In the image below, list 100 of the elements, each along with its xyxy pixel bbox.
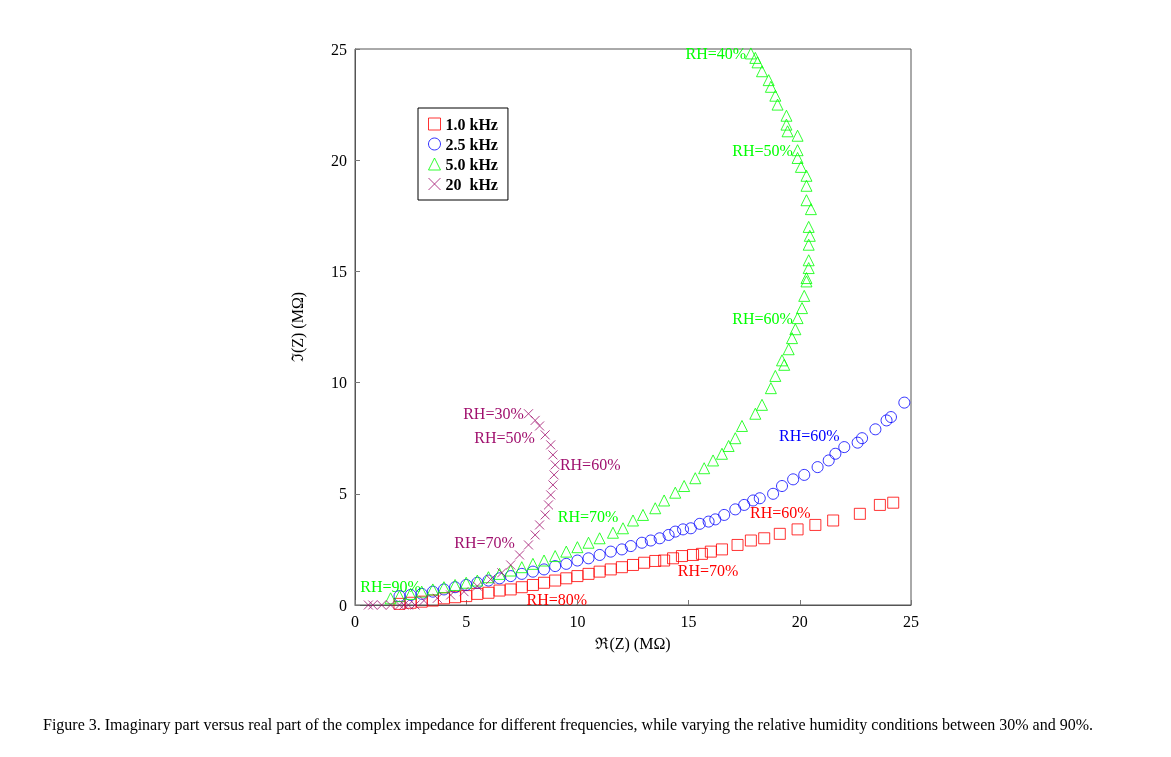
point [662,528,675,541]
point [534,420,545,431]
annotation: RH=60% [750,504,811,522]
x-tick-label: 0 [351,612,359,630]
annotation: RH=60% [732,309,793,327]
x-tick-label: 25 [903,612,919,630]
point [738,498,751,511]
point [787,473,800,486]
y-tick-label: 25 [331,40,347,58]
y-tick-label: 5 [339,485,347,503]
y-tick-label: 15 [331,262,347,280]
point [653,532,666,545]
point [432,593,443,604]
point [667,552,680,565]
legend-label: 1.0 kHz [445,115,498,133]
point [515,581,528,594]
point [684,522,697,535]
point [776,480,789,493]
point [658,554,671,567]
point [398,600,409,610]
point [753,492,766,505]
point [472,581,483,592]
point [856,432,869,445]
point [530,529,541,540]
point [530,415,541,426]
point [560,557,573,570]
point [540,509,551,520]
x-tick-label: 15 [680,612,697,630]
point [624,540,637,553]
point [549,560,562,573]
point [458,586,469,597]
point [829,447,842,460]
point [593,548,606,561]
y-tick-label: 20 [331,151,347,169]
point [460,590,473,603]
x-axis-title: ℜ(Z) (MΩ) [595,634,671,653]
point [677,523,690,536]
point [822,454,835,467]
caption: Figure 3. Imaginary part versus real part of the complex impedance for different frequencies, while varying the relative humidity conditions between 30% and 90%. [43,715,1094,734]
point [827,514,840,527]
point [638,556,651,569]
point [635,536,648,549]
point [538,576,551,589]
y-axis-title: ℑ(Z) (MΩ) [288,291,307,363]
annotation: RH=50% [474,429,535,447]
point [853,507,866,520]
point [729,503,742,516]
point [514,549,525,560]
annotation: RH=70% [454,534,515,552]
point [615,561,628,574]
point [571,570,584,583]
point [880,414,893,427]
point [702,515,715,528]
legend-label: 2.5 kHz [445,135,498,153]
point [540,429,551,440]
point [604,563,617,576]
annotation: RH=30% [463,405,524,423]
point [767,487,780,500]
point [560,572,573,585]
point [887,496,900,509]
point [404,596,417,609]
point [715,543,728,556]
point [571,554,584,567]
point [704,545,717,558]
point [758,532,771,545]
legend-label: 20 kHz [445,175,498,193]
annotation: RH=70% [677,561,739,579]
legend-label: 5.0 kHz [445,155,498,173]
annotation: RH=80% [526,590,588,608]
point [504,583,517,596]
x-tick-label: 10 [569,612,586,630]
point [615,543,628,556]
point [693,517,706,530]
point [669,525,682,538]
y-tick-label: 10 [331,374,347,392]
point [809,518,822,531]
point [687,548,700,561]
point [582,567,595,580]
point [869,423,882,436]
point [644,534,657,547]
point [744,534,757,547]
annotation: RH=60% [778,426,840,444]
point [604,545,617,558]
point [367,600,378,610]
point [376,600,387,610]
point [649,554,662,567]
point [747,494,760,507]
x-tick-label: 5 [462,612,471,630]
point [885,411,897,424]
annotation: RH=60% [559,456,621,474]
point [534,519,545,530]
point [523,539,534,550]
point [731,538,744,551]
point [873,498,886,511]
point [471,587,484,600]
point [798,468,811,481]
point [526,578,539,591]
point [709,513,722,526]
point [898,396,911,409]
point [593,565,606,578]
